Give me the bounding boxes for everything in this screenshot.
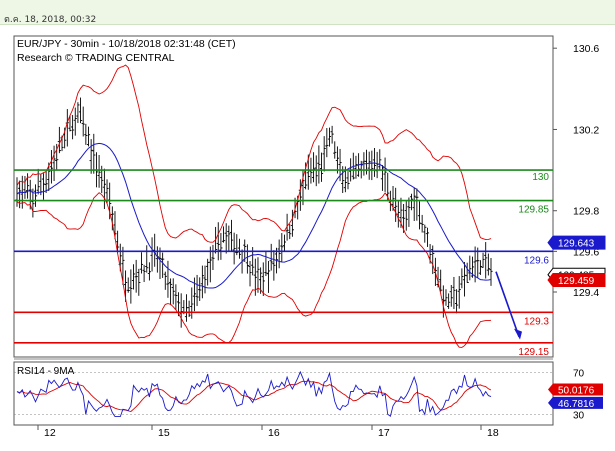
forecast-arrow-head (514, 328, 522, 340)
level-label-4: 129.15 (518, 347, 549, 358)
forecast-arrow-line (495, 271, 520, 337)
x-tick-label-3: 17 (378, 427, 390, 439)
timestamp: ต.ค. 18, 2018, 00:32 (4, 15, 97, 25)
chart-title: EUR/JPY - 30min - 10/18/2018 02:31:48 (C… (17, 38, 236, 50)
rsi-tag-1: 46.7816 (548, 396, 603, 410)
rsi-tick-label-0: 30 (573, 411, 585, 422)
level-label-0: 130 (532, 172, 549, 183)
bollinger-upper-band (16, 64, 492, 243)
y-tick-label-2: 129.8 (573, 206, 599, 218)
price-tag-text: 129.459 (558, 276, 595, 287)
y-tick-label-0: 129.4 (573, 287, 599, 299)
chart-subtitle: Research © TRADING CENTRAL (17, 52, 175, 64)
rsi-tag-text: 46.7816 (558, 399, 595, 410)
rsi-panel-frame (13, 361, 554, 426)
rsi-tag-0: 50.0176 (548, 383, 603, 396)
rsi-ma-line (16, 380, 492, 412)
level-label-3: 129.3 (524, 316, 549, 327)
y-tick-label-3: 130.2 (573, 124, 599, 136)
price-tag-0: 129.643 (547, 235, 606, 250)
level-label-1: 129.85 (518, 205, 549, 216)
level-label-2: 129.6 (524, 255, 549, 266)
price-tag-box (547, 273, 606, 288)
price-tag-text: 129.643 (558, 239, 595, 250)
rsi-tag-text: 50.0176 (558, 385, 595, 396)
y-tick-label-4: 130.6 (573, 43, 599, 55)
rsi-title: RSI14 - 9MA (17, 366, 75, 377)
moving-average-line (16, 142, 492, 289)
x-tick-label-4: 18 (487, 427, 499, 439)
price-tag-2: 129.459 (547, 273, 606, 288)
bollinger-lower-band (16, 192, 492, 348)
price-panel-frame (13, 35, 554, 358)
x-tick-label-1: 15 (158, 427, 170, 439)
rsi-tick-label-1: 70 (573, 369, 585, 380)
rsi-line (16, 370, 492, 418)
x-tick-label-0: 12 (44, 427, 56, 439)
price-tag-box (547, 235, 606, 250)
rsi-tag-box (548, 383, 603, 396)
x-tick-label-2: 16 (268, 427, 280, 439)
rsi-tag-box (548, 396, 603, 409)
header-bar: ต.ค. 18, 2018, 00:32 (0, 0, 615, 25)
